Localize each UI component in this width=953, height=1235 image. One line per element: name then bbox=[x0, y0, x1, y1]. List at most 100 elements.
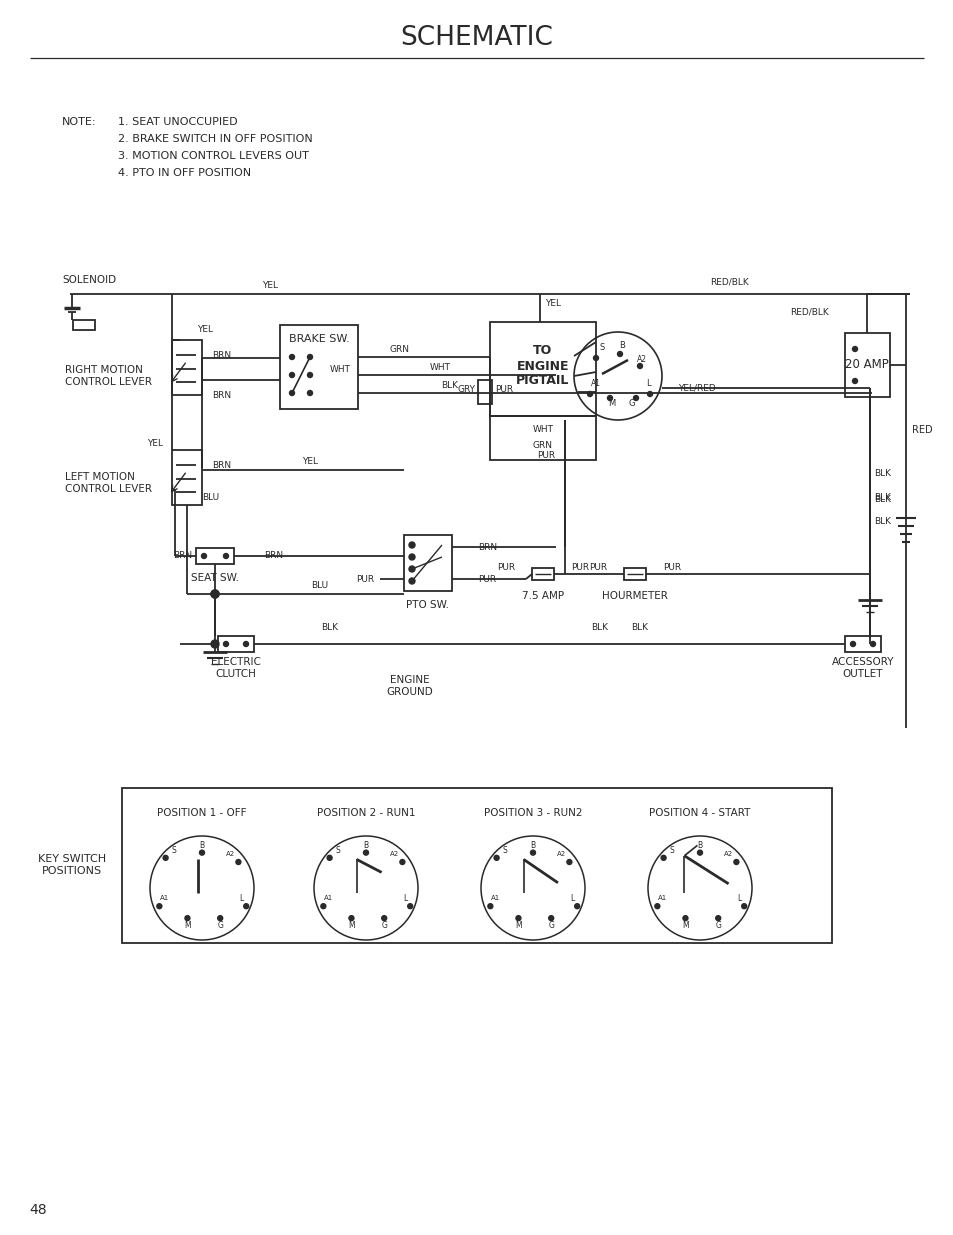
Circle shape bbox=[593, 356, 598, 361]
Circle shape bbox=[637, 363, 641, 368]
Text: A1: A1 bbox=[590, 379, 600, 389]
Text: BLK: BLK bbox=[631, 624, 648, 632]
Text: WHT: WHT bbox=[330, 364, 351, 373]
Text: M: M bbox=[608, 399, 615, 409]
Text: BLK: BLK bbox=[591, 624, 608, 632]
Text: HOURMETER: HOURMETER bbox=[601, 592, 667, 601]
Text: BLK: BLK bbox=[873, 495, 890, 505]
Circle shape bbox=[574, 904, 579, 909]
Circle shape bbox=[211, 590, 219, 598]
Text: PTO SW.: PTO SW. bbox=[406, 600, 449, 610]
Circle shape bbox=[530, 850, 535, 855]
Bar bbox=[844, 333, 889, 396]
Text: B: B bbox=[697, 841, 701, 850]
Text: PUR: PUR bbox=[662, 563, 680, 573]
Circle shape bbox=[407, 904, 413, 909]
Circle shape bbox=[409, 566, 415, 572]
Text: G: G bbox=[715, 921, 720, 930]
Circle shape bbox=[660, 856, 665, 861]
Text: A2: A2 bbox=[557, 851, 565, 857]
Text: S: S bbox=[335, 846, 339, 855]
Text: 2. BRAKE SWITCH IN OFF POSITION: 2. BRAKE SWITCH IN OFF POSITION bbox=[118, 135, 313, 144]
Text: M: M bbox=[184, 921, 191, 930]
Text: POSITION 1 - OFF: POSITION 1 - OFF bbox=[157, 808, 247, 818]
Text: BLK: BLK bbox=[873, 517, 890, 526]
Text: GRY: GRY bbox=[457, 385, 476, 394]
Text: L: L bbox=[238, 894, 243, 903]
Circle shape bbox=[682, 915, 687, 920]
Circle shape bbox=[647, 391, 652, 396]
Text: G: G bbox=[217, 921, 223, 930]
Circle shape bbox=[211, 590, 219, 598]
Circle shape bbox=[633, 395, 638, 400]
Text: B: B bbox=[199, 841, 204, 850]
Text: POSITION 4 - START: POSITION 4 - START bbox=[649, 808, 750, 818]
Text: YEL: YEL bbox=[544, 300, 560, 309]
Text: GRN: GRN bbox=[390, 345, 410, 353]
Text: BLK: BLK bbox=[321, 624, 338, 632]
Text: 3. MOTION CONTROL LEVERS OUT: 3. MOTION CONTROL LEVERS OUT bbox=[118, 151, 309, 161]
Text: NOTE:: NOTE: bbox=[62, 117, 96, 127]
Circle shape bbox=[548, 915, 553, 920]
Text: B: B bbox=[363, 841, 368, 850]
Text: SEAT SW.: SEAT SW. bbox=[191, 573, 239, 583]
Text: A1: A1 bbox=[324, 895, 333, 902]
Bar bbox=[490, 322, 596, 416]
Circle shape bbox=[349, 915, 354, 920]
Text: A1: A1 bbox=[491, 895, 499, 902]
Text: M: M bbox=[681, 921, 688, 930]
Text: SOLENOID: SOLENOID bbox=[62, 275, 116, 285]
Text: 1. SEAT UNOCCUPIED: 1. SEAT UNOCCUPIED bbox=[118, 117, 237, 127]
Circle shape bbox=[494, 856, 498, 861]
Text: PUR: PUR bbox=[571, 563, 589, 573]
Text: A1: A1 bbox=[658, 895, 666, 902]
Circle shape bbox=[566, 860, 571, 864]
Text: RED: RED bbox=[911, 425, 932, 435]
Bar bbox=[218, 636, 253, 652]
Text: BRN: BRN bbox=[213, 391, 232, 400]
Text: PUR: PUR bbox=[588, 563, 606, 573]
Text: YEL: YEL bbox=[262, 282, 277, 290]
Text: ENGINE
GROUND: ENGINE GROUND bbox=[386, 676, 433, 697]
Bar bbox=[172, 340, 202, 395]
Text: POSITION 3 - RUN2: POSITION 3 - RUN2 bbox=[483, 808, 581, 818]
Text: PUR: PUR bbox=[495, 385, 513, 394]
Circle shape bbox=[211, 640, 219, 648]
Text: BRN: BRN bbox=[213, 352, 232, 361]
Text: PUR: PUR bbox=[355, 574, 374, 583]
Text: GRN: GRN bbox=[533, 441, 553, 451]
Circle shape bbox=[217, 915, 222, 920]
Circle shape bbox=[409, 578, 415, 584]
Bar bbox=[280, 325, 357, 409]
Text: SCHEMATIC: SCHEMATIC bbox=[400, 25, 553, 51]
Circle shape bbox=[869, 641, 875, 646]
Text: LEFT MOTION
CONTROL LEVER: LEFT MOTION CONTROL LEVER bbox=[65, 472, 152, 494]
Bar bbox=[172, 450, 202, 505]
Text: L: L bbox=[569, 894, 574, 903]
Bar bbox=[122, 788, 831, 944]
Text: WHT: WHT bbox=[429, 363, 450, 372]
Circle shape bbox=[733, 860, 739, 864]
Text: L: L bbox=[736, 894, 740, 903]
Text: YEL: YEL bbox=[196, 326, 213, 335]
Bar bbox=[490, 416, 596, 459]
Text: B: B bbox=[618, 342, 624, 351]
Circle shape bbox=[607, 395, 612, 400]
Circle shape bbox=[307, 354, 313, 359]
Text: BLK: BLK bbox=[441, 380, 458, 389]
Text: RIGHT MOTION
CONTROL LEVER: RIGHT MOTION CONTROL LEVER bbox=[65, 366, 152, 387]
Text: B: B bbox=[530, 841, 535, 850]
Circle shape bbox=[617, 352, 622, 357]
Circle shape bbox=[307, 373, 313, 378]
Text: 4. PTO IN OFF POSITION: 4. PTO IN OFF POSITION bbox=[118, 168, 251, 178]
Circle shape bbox=[185, 915, 190, 920]
Text: S: S bbox=[598, 343, 604, 352]
Text: BRN: BRN bbox=[477, 542, 497, 552]
Circle shape bbox=[243, 641, 248, 646]
Circle shape bbox=[199, 850, 204, 855]
Text: S: S bbox=[668, 846, 673, 855]
Circle shape bbox=[516, 915, 520, 920]
Text: BRN: BRN bbox=[213, 461, 232, 469]
Circle shape bbox=[289, 373, 294, 378]
Text: PUR: PUR bbox=[497, 563, 515, 573]
